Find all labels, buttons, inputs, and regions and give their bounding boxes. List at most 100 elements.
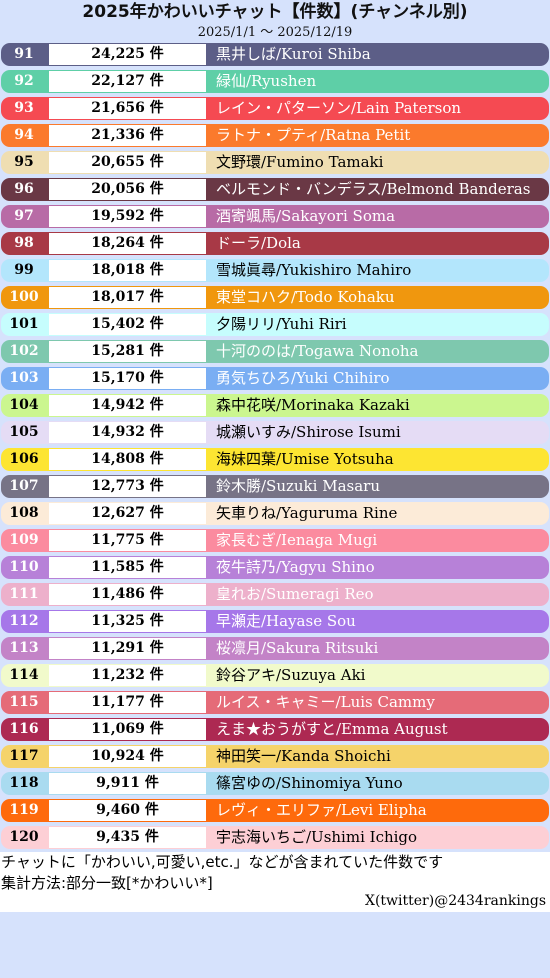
count-value: 10,924 件	[49, 746, 206, 767]
ranking-row: 96 20,056 件ベルモンド・バンデラス/Belmond Banderas	[0, 177, 550, 204]
date-range-subtitle: 2025/1/1 〜 2025/12/19	[197, 25, 353, 40]
chart-title: 2025年かわいいチャット【件数】(チャンネル別)	[82, 2, 468, 22]
count-value: 12,773 件	[49, 476, 206, 497]
count-value: 11,585 件	[49, 557, 206, 578]
channel-name: 森中花咲/Morinaka Kazaki	[216, 396, 410, 414]
rank-number: 101	[9, 316, 39, 332]
ranking-row: 91 24,225 件黒井しば/Kuroi Shiba	[0, 42, 550, 69]
count-value: 18,018 件	[49, 260, 206, 281]
ranking-row: 94 21,336 件ラトナ・プティ/Ratna Petit	[0, 123, 550, 150]
ranking-row: 110 11,585 件夜牛詩乃/Yagyu Shino	[0, 555, 550, 582]
channel-name: 神田笑一/Kanda Shoichi	[216, 747, 391, 765]
row-color-bar: 120 9,435 件宇志海いちご/Ushimi Ichigo	[1, 826, 549, 849]
count-value: 11,177 件	[49, 692, 206, 713]
count-value: 14,808 件	[49, 449, 206, 470]
rank-number: 103	[9, 370, 39, 386]
row-color-bar: 116 11,069 件えま★おうがすと/Emma August	[1, 718, 549, 741]
count-value: 15,281 件	[49, 341, 206, 362]
channel-name: レヴィ・エリファ/Levi Elipha	[216, 801, 427, 819]
channel-name: 桜凛月/Sakura Ritsuki	[216, 639, 379, 657]
channel-name: ベルモンド・バンデラス/Belmond Banderas	[216, 180, 531, 198]
ranking-row: 93 21,656 件レイン・パターソン/Lain Paterson	[0, 96, 550, 123]
row-color-bar: 104 14,942 件森中花咲/Morinaka Kazaki	[1, 394, 549, 417]
row-color-bar: 100 18,017 件東堂コハク/Todo Kohaku	[1, 286, 549, 309]
channel-name: 海妹四葉/Umise Yotsuha	[216, 450, 394, 468]
ranking-row: 103 15,170 件勇気ちひろ/Yuki Chihiro	[0, 366, 550, 393]
rank-number: 104	[9, 397, 39, 413]
rank-number: 96	[14, 181, 34, 197]
row-color-bar: 113 11,291 件桜凛月/Sakura Ritsuki	[1, 637, 549, 660]
channel-name: ルイス・キャミー/Luis Cammy	[216, 693, 435, 711]
row-color-bar: 93 21,656 件レイン・パターソン/Lain Paterson	[1, 97, 549, 120]
channel-name: 酒寄颯馬/Sakayori Soma	[216, 207, 396, 225]
row-color-bar: 94 21,336 件ラトナ・プティ/Ratna Petit	[1, 124, 549, 147]
channel-name: 東堂コハク/Todo Kohaku	[216, 288, 395, 306]
channel-name: 文野環/Fumino Tamaki	[216, 153, 384, 171]
rank-number: 120	[9, 829, 39, 845]
count-value: 22,127 件	[49, 71, 206, 92]
ranking-row: 109 11,775 件家長むぎ/Ienaga Mugi	[0, 528, 550, 555]
ranking-row: 101 15,402 件夕陽リリ/Yuhi Riri	[0, 312, 550, 339]
ranking-row: 115 11,177 件ルイス・キャミー/Luis Cammy	[0, 690, 550, 717]
rank-number: 117	[9, 748, 39, 764]
row-color-bar: 103 15,170 件勇気ちひろ/Yuki Chihiro	[1, 367, 549, 390]
channel-name: 勇気ちひろ/Yuki Chihiro	[216, 369, 390, 387]
count-value: 11,486 件	[49, 584, 206, 605]
rank-number: 112	[9, 613, 39, 629]
channel-name: ラトナ・プティ/Ratna Petit	[216, 126, 411, 144]
ranking-row: 114 11,232 件鈴谷アキ/Suzuya Aki	[0, 663, 550, 690]
row-color-bar: 119 9,460 件レヴィ・エリファ/Levi Elipha	[1, 799, 549, 822]
row-color-bar: 117 10,924 件神田笑一/Kanda Shoichi	[1, 745, 549, 768]
count-value: 15,170 件	[49, 368, 206, 389]
rank-number: 93	[14, 100, 34, 116]
ranking-row: 107 12,773 件鈴木勝/Suzuki Masaru	[0, 474, 550, 501]
channel-name: 夜牛詩乃/Yagyu Shino	[216, 558, 375, 576]
channel-name: 鈴木勝/Suzuki Masaru	[216, 477, 380, 495]
channel-name: レイン・パターソン/Lain Paterson	[216, 99, 462, 117]
count-value: 11,232 件	[49, 665, 206, 686]
rank-number: 107	[9, 478, 39, 494]
ranking-row: 104 14,942 件森中花咲/Morinaka Kazaki	[0, 393, 550, 420]
row-color-bar: 102 15,281 件十河ののは/Togawa Nonoha	[1, 340, 549, 363]
rank-number: 102	[9, 343, 39, 359]
count-value: 18,017 件	[49, 287, 206, 308]
channel-name: 十河ののは/Togawa Nonoha	[216, 342, 419, 360]
row-color-bar: 111 11,486 件皇れお/Sumeragi Reo	[1, 583, 549, 606]
count-value: 14,932 件	[49, 422, 206, 443]
row-color-bar: 98 18,264 件ドーラ/Dola	[1, 232, 549, 255]
rank-number: 113	[9, 640, 39, 656]
ranking-row: 95 20,655 件文野環/Fumino Tamaki	[0, 150, 550, 177]
channel-name: 鈴谷アキ/Suzuya Aki	[216, 666, 366, 684]
ranking-row: 118 9,911 件篠宮ゆの/Shinomiya Yuno	[0, 771, 550, 798]
count-value: 21,336 件	[49, 125, 206, 146]
ranking-row: 119 9,460 件レヴィ・エリファ/Levi Elipha	[0, 798, 550, 825]
count-value: 11,775 件	[49, 530, 206, 551]
ranking-row: 116 11,069 件えま★おうがすと/Emma August	[0, 717, 550, 744]
ranking-row: 117 10,924 件神田笑一/Kanda Shoichi	[0, 744, 550, 771]
row-color-bar: 112 11,325 件早瀬走/Hayase Sou	[1, 610, 549, 633]
row-color-bar: 96 20,056 件ベルモンド・バンデラス/Belmond Banderas	[1, 178, 549, 201]
footer-panel	[0, 852, 550, 912]
channel-name: 夕陽リリ/Yuhi Riri	[216, 315, 347, 333]
ranking-row: 102 15,281 件十河ののは/Togawa Nonoha	[0, 339, 550, 366]
ranking-row: 92 22,127 件緑仙/Ryushen	[0, 69, 550, 96]
footer-note: チャットに「かわいい,可愛い,etc.」などが含まれていた件数です	[1, 853, 444, 871]
row-color-bar: 105 14,932 件城瀬いすみ/Shirose Isumi	[1, 421, 549, 444]
ranking-row: 100 18,017 件東堂コハク/Todo Kohaku	[0, 285, 550, 312]
count-value: 12,627 件	[49, 503, 206, 524]
row-color-bar: 114 11,232 件鈴谷アキ/Suzuya Aki	[1, 664, 549, 687]
ranking-row: 111 11,486 件皇れお/Sumeragi Reo	[0, 582, 550, 609]
channel-name: 緑仙/Ryushen	[216, 72, 317, 90]
row-color-bar: 91 24,225 件黒井しば/Kuroi Shiba	[1, 43, 549, 66]
row-color-bar: 106 14,808 件海妹四葉/Umise Yotsuha	[1, 448, 549, 471]
channel-name: ドーラ/Dola	[216, 234, 301, 252]
ranking-row: 113 11,291 件桜凛月/Sakura Ritsuki	[0, 636, 550, 663]
count-value: 9,460 件	[49, 800, 206, 821]
rank-number: 108	[9, 505, 39, 521]
rank-number: 110	[9, 559, 39, 575]
count-value: 11,291 件	[49, 638, 206, 659]
channel-name: 篠宮ゆの/Shinomiya Yuno	[216, 774, 403, 792]
count-value: 9,435 件	[49, 827, 206, 848]
channel-name: 家長むぎ/Ienaga Mugi	[216, 531, 378, 549]
rank-number: 97	[14, 208, 34, 224]
